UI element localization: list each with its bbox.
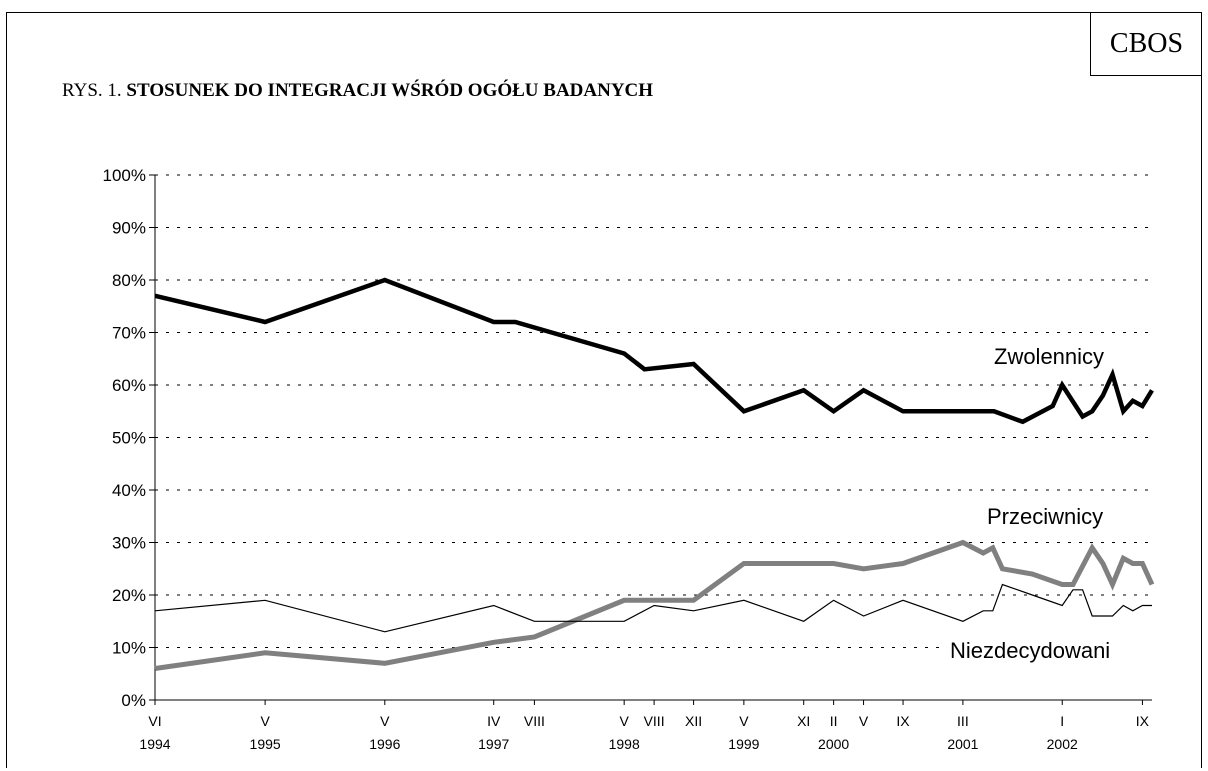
- label-layer: Zwolennicy Przeciwnicy Niezdecydowani: [946, 344, 1152, 669]
- x-tick-year: 2001: [947, 736, 978, 752]
- series-line-przeciwnicy: [154, 539, 1155, 671]
- x-tick-year: 2002: [1047, 736, 1078, 752]
- x-tick-year: 1996: [369, 736, 400, 752]
- x-tick-month: IX: [1136, 713, 1150, 729]
- x-tick-month: V: [739, 713, 749, 729]
- y-tick-label: 80%: [112, 271, 146, 290]
- x-tick-year: 1994: [139, 736, 170, 752]
- x-tick-month: VI: [148, 713, 161, 729]
- series-label-niezdecydowani: Niezdecydowani: [950, 638, 1110, 663]
- x-tick-month: XII: [685, 713, 702, 729]
- series-line-zwolennicy: [154, 277, 1154, 425]
- x-tick-month: V: [260, 713, 270, 729]
- y-tick-label: 60%: [112, 376, 146, 395]
- y-tick-label: 40%: [112, 481, 146, 500]
- series-line-niezdecydowani: [154, 583, 1152, 633]
- x-tick-month: V: [859, 713, 869, 729]
- chart-frame: [6, 12, 1202, 768]
- axis-layer: 0%10%20%30%40%50%60%70%80%90%100%VI1994V…: [103, 166, 1152, 752]
- series-label-zwolennicy: Zwolennicy: [994, 344, 1104, 369]
- y-tick-label: 30%: [112, 534, 146, 553]
- x-tick-year: 2000: [818, 736, 849, 752]
- y-tick-label: 70%: [112, 324, 146, 343]
- x-tick-year: 1999: [728, 736, 759, 752]
- y-tick-label: 10%: [112, 639, 146, 658]
- x-tick-month: II: [830, 713, 838, 729]
- x-tick-month: V: [380, 713, 390, 729]
- x-tick-month: V: [620, 713, 630, 729]
- title-main: STOSUNEK DO INTEGRACJI WŚRÓD OGÓŁU BADAN…: [126, 80, 654, 101]
- x-tick-month: XI: [797, 713, 810, 729]
- y-tick-label: 20%: [112, 586, 146, 605]
- grid-layer: [155, 174, 1152, 648]
- chart-title: RYS. 1. STOSUNEK DO INTEGRACJI WŚRÓD OGÓ…: [62, 80, 653, 102]
- x-tick-month: VIII: [524, 713, 545, 729]
- x-tick-year: 1995: [250, 736, 281, 752]
- series-label-przeciwnicy: Przeciwnicy: [987, 504, 1103, 529]
- title-prefix: RYS. 1.: [62, 80, 122, 101]
- y-tick-label: 90%: [112, 219, 146, 238]
- series-layer: [154, 277, 1155, 671]
- brand-label: CBOS: [1090, 12, 1202, 76]
- y-tick-label: 0%: [121, 691, 146, 710]
- x-tick-year: 1997: [478, 736, 509, 752]
- x-tick-month: I: [1060, 713, 1064, 729]
- label-background: [946, 633, 1152, 669]
- x-tick-month: IX: [896, 713, 910, 729]
- x-tick-year: 1998: [609, 736, 640, 752]
- x-tick-month: III: [957, 713, 969, 729]
- y-tick-label: 100%: [103, 166, 146, 185]
- y-tick-label: 50%: [112, 429, 146, 448]
- x-tick-month: IV: [487, 713, 501, 729]
- x-tick-month: VIII: [644, 713, 665, 729]
